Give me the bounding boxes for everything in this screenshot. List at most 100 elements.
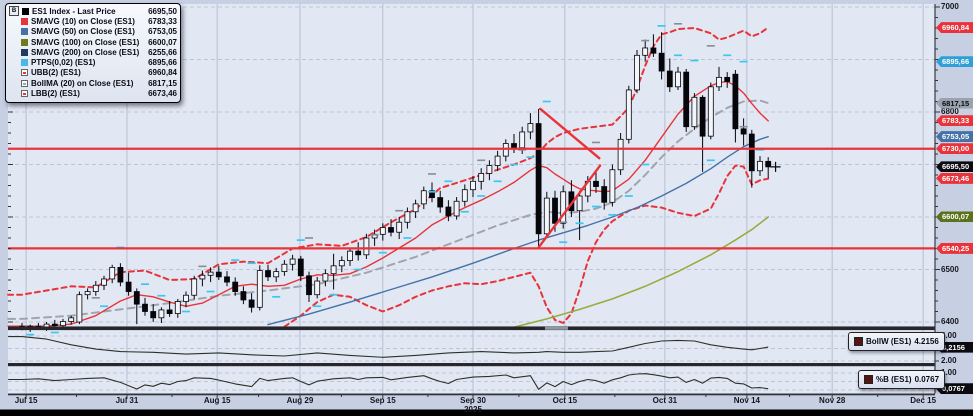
candle-body[interactable]: [593, 180, 599, 187]
candle-body[interactable]: [707, 86, 714, 137]
candle-body[interactable]: [338, 260, 345, 267]
candle-body[interactable]: [199, 274, 206, 280]
candle-body[interactable]: [273, 271, 280, 278]
candle-body[interactable]: [470, 180, 476, 191]
legend-row-0[interactable]: B ES1 Index - Last Price 6695,50: [9, 6, 177, 17]
candle-body[interactable]: [388, 227, 394, 233]
legend-row-4[interactable]: SMAVG (200) on Close (ES1) 6255,66: [9, 47, 177, 57]
scrollbar-thumb[interactable]: [545, 326, 568, 330]
candle-body[interactable]: [625, 89, 632, 140]
candle-body[interactable]: [552, 197, 558, 224]
candle-body[interactable]: [429, 190, 435, 198]
candle-body[interactable]: [412, 203, 419, 213]
candle-body[interactable]: [84, 291, 91, 296]
candle-body[interactable]: [666, 70, 673, 88]
candle-body[interactable]: [60, 321, 66, 327]
candle-body[interactable]: [158, 309, 165, 319]
trendline-annotation[interactable]: [537, 164, 602, 249]
candle-body[interactable]: [215, 271, 222, 278]
legend-row-2[interactable]: SMAVG (50) on Close (ES1) 6753,05: [9, 27, 177, 37]
candle-body[interactable]: [420, 190, 427, 205]
legend-row-8[interactable]: LBB(2) (ES1) 6673,46: [9, 88, 177, 98]
candle-body[interactable]: [478, 173, 485, 182]
candle-body[interactable]: [306, 275, 312, 296]
candle-body[interactable]: [740, 128, 747, 135]
candle-body[interactable]: [535, 123, 542, 235]
candle-body[interactable]: [765, 160, 772, 168]
candle-body[interactable]: [125, 281, 132, 292]
candle-body[interactable]: [232, 281, 239, 292]
candle-body[interactable]: [133, 291, 140, 305]
candle-body[interactable]: [748, 133, 755, 172]
candle-body[interactable]: [191, 278, 198, 296]
legend-row-5[interactable]: PTPS(0,02) (ES1) 6895,66: [9, 57, 177, 67]
candle-body[interactable]: [355, 250, 362, 256]
legend-row-1[interactable]: SMAVG (10) on Close (ES1) 6783,33: [9, 16, 177, 26]
legend-row-3[interactable]: SMAVG (100) on Close (ES1) 6600,07: [9, 37, 177, 47]
candle-body[interactable]: [519, 131, 526, 149]
candle-body[interactable]: [576, 195, 583, 212]
candle-body[interactable]: [486, 165, 493, 174]
candle-body[interactable]: [658, 52, 665, 72]
candle-body[interactable]: [256, 270, 263, 308]
candle-body[interactable]: [76, 294, 83, 323]
candle-body[interactable]: [281, 263, 288, 273]
candle-body[interactable]: [265, 270, 271, 278]
candle-body[interactable]: [101, 278, 107, 286]
candle-body[interactable]: [248, 299, 255, 308]
candle-body[interactable]: [109, 267, 116, 280]
candle-body[interactable]: [92, 284, 99, 292]
candle-body[interactable]: [379, 227, 386, 235]
candle-body[interactable]: [174, 301, 181, 315]
candle-body[interactable]: [224, 276, 230, 283]
candle-body[interactable]: [289, 258, 296, 265]
candle-body[interactable]: [437, 197, 444, 208]
candle-body[interactable]: [699, 96, 706, 137]
candle-body[interactable]: [732, 73, 739, 130]
candle-body[interactable]: [117, 267, 124, 283]
candle-body[interactable]: [527, 123, 534, 133]
bollw-panel-legend[interactable]: BollW (ES1) 4.2156: [848, 332, 945, 351]
candle-body[interactable]: [691, 96, 698, 128]
candle-body[interactable]: [314, 280, 321, 296]
candle-body[interactable]: [609, 169, 616, 203]
legend-row-6[interactable]: UBB(2) (ES1) 6960,84: [9, 68, 177, 78]
candle-body[interactable]: [347, 250, 353, 261]
candle-body[interactable]: [617, 138, 624, 171]
candle-body[interactable]: [166, 309, 173, 315]
candle-body[interactable]: [183, 294, 189, 302]
candle-body[interactable]: [511, 143, 517, 149]
candle-body[interactable]: [330, 265, 337, 275]
candle-body[interactable]: [142, 303, 148, 312]
candle-body[interactable]: [560, 191, 567, 224]
candle-body[interactable]: [757, 160, 763, 172]
candle-body[interactable]: [68, 317, 75, 322]
candle-body[interactable]: [322, 273, 329, 282]
candle-body[interactable]: [494, 155, 501, 166]
candle-body[interactable]: [675, 71, 681, 88]
candle-body[interactable]: [716, 76, 722, 88]
candle-body[interactable]: [642, 47, 649, 56]
candle-body[interactable]: [396, 221, 403, 233]
legend-row-7[interactable]: BollMA (20) on Close (ES1) 6817,15: [9, 78, 177, 88]
candle-body[interactable]: [724, 76, 731, 82]
candle-body[interactable]: [445, 206, 452, 217]
candle-body[interactable]: [634, 54, 640, 91]
candle-body[interactable]: [150, 311, 157, 319]
legend-collapse-icon[interactable]: B: [9, 6, 19, 17]
candle-body[interactable]: [650, 47, 657, 54]
candle-body[interactable]: [363, 237, 370, 256]
candle-body[interactable]: [51, 323, 58, 327]
candle-body[interactable]: [453, 200, 460, 217]
candle-body[interactable]: [297, 258, 304, 277]
candle-body[interactable]: [461, 189, 468, 202]
candle-body[interactable]: [404, 211, 411, 223]
candle-body[interactable]: [601, 186, 608, 203]
pctb-panel-legend[interactable]: %B (ES1) 0.0767: [858, 370, 946, 389]
candle-body[interactable]: [543, 197, 550, 235]
candle-body[interactable]: [240, 291, 247, 301]
trendline-annotation[interactable]: [539, 107, 601, 160]
indicator-legend[interactable]: B ES1 Index - Last Price 6695,50 SMAVG (10)…: [5, 3, 181, 103]
candle-body[interactable]: [683, 71, 690, 128]
